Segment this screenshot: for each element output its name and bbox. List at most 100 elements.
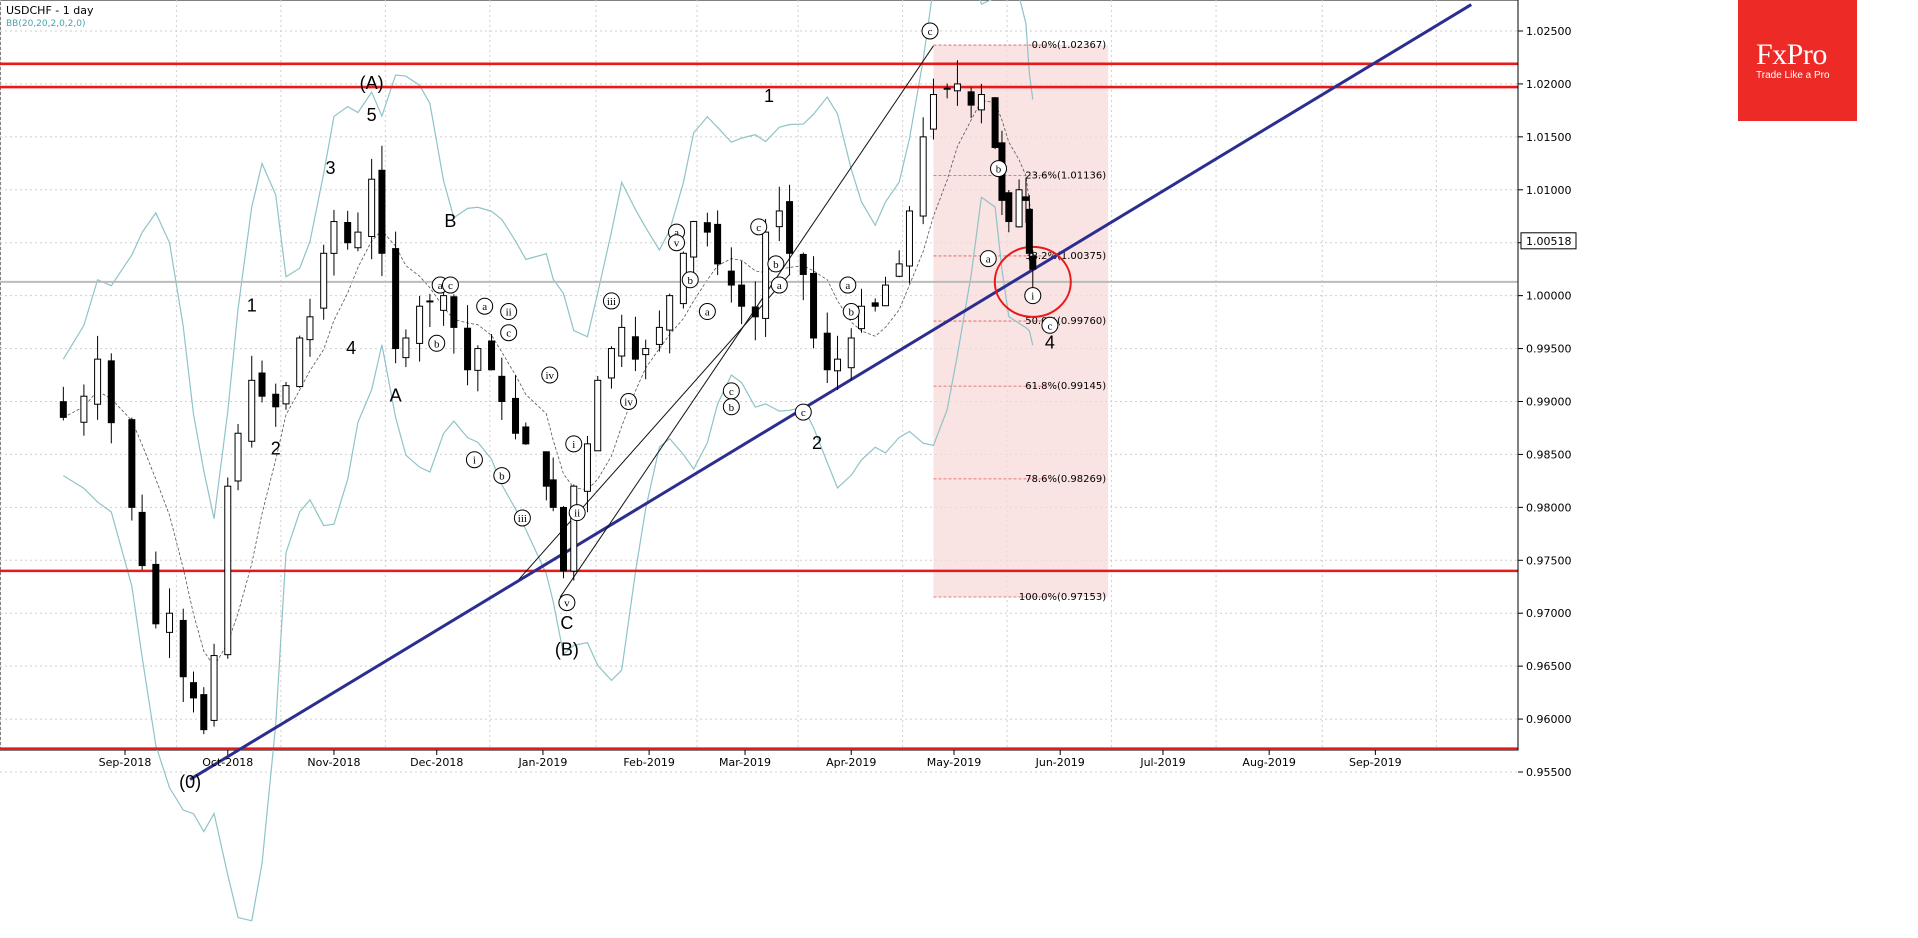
y-tick-label-13: 0.96000 (1526, 713, 1572, 726)
circled-label-11: ii (574, 508, 580, 520)
candle-body-44 (607, 348, 615, 379)
y-tick-label-12: 0.96500 (1526, 660, 1572, 673)
candle-body-46 (631, 336, 639, 360)
y-tick-label-11: 0.97000 (1526, 607, 1572, 620)
circled-label-ring-5 (493, 467, 511, 485)
fib-label-5: 78.6%(0.98269) (1025, 474, 1106, 485)
circled-label-14: iv (624, 397, 633, 409)
candle-body-34 (488, 340, 496, 371)
candle-body-29 (426, 300, 434, 303)
candle-body-39 (549, 479, 557, 508)
candle-body-68 (895, 263, 903, 277)
circled-label-ring-16 (668, 234, 686, 252)
candle-body-35 (498, 375, 506, 402)
fxpro-logo[interactable]: FxPro Trade Like a Pro (1738, 0, 1857, 121)
y-tick-label-0: 1.02500 (1526, 25, 1572, 38)
circled-label-4: i (473, 455, 476, 467)
circled-label-ring-26 (842, 303, 860, 321)
y-tick-label-7: 0.99000 (1526, 396, 1572, 409)
wave-labels: (0)12345(A)ABC(B)1234acbaibiiciiiiviiivi… (179, 22, 1059, 792)
fib-label-1: 23.6%(1.01136) (1025, 170, 1106, 181)
candle-body-40 (559, 506, 567, 572)
candle-body-38 (542, 451, 550, 487)
circled-label-24: c (801, 407, 806, 419)
x-tick-label-4: Jan-2019 (517, 756, 567, 769)
candle-body-10 (200, 694, 208, 731)
x-tick-label-7: Apr-2019 (826, 756, 876, 769)
candle-body-37 (522, 426, 530, 445)
y-tick-label-9: 0.98000 (1526, 501, 1572, 514)
wave-label-1: 1 (247, 296, 257, 316)
candle-body-9 (190, 682, 198, 699)
circled-label-28: b (996, 164, 1002, 176)
candle-body-82 (1029, 255, 1037, 270)
circled-label-6: ii (506, 307, 512, 319)
wave-label-7: A (390, 386, 402, 406)
y-tick-label-6: 0.99500 (1526, 343, 1572, 356)
candle-body-21 (330, 221, 338, 254)
fib-label-2: 38.2%(1.00375) (1025, 251, 1106, 262)
circled-label-ring-7 (500, 324, 518, 342)
x-tick-label-9: Jun-2019 (1035, 756, 1085, 769)
wave-label-0: (0) (179, 772, 201, 792)
candle-body-8 (179, 619, 187, 678)
candle-body-4 (128, 419, 136, 508)
candle-body-43 (594, 379, 602, 452)
circled-label-9: iv (545, 370, 554, 382)
wave-label-10: (B) (555, 640, 579, 660)
candle-body-36 (512, 397, 520, 434)
circled-label-0: a (438, 280, 443, 292)
circled-label-ring-25 (839, 276, 857, 294)
circled-label-ring-21 (750, 218, 768, 236)
axes: 1.025001.020001.015001.010001.005001.000… (99, 0, 1577, 779)
circled-label-ring-6 (500, 303, 518, 321)
candle-body-75 (977, 94, 985, 111)
candle-body-81 (1025, 208, 1033, 254)
y-tick-label-10: 0.97500 (1526, 554, 1572, 567)
candle-body-66 (871, 302, 879, 307)
circled-label-8: iii (518, 513, 527, 525)
candle-body-62 (823, 332, 831, 371)
plot-frame (0, 0, 1519, 751)
candle-body-61 (810, 272, 818, 339)
x-tick-label-11: Aug-2019 (1242, 756, 1295, 769)
candle-body-53 (714, 223, 722, 265)
circled-label-ring-12 (558, 594, 576, 612)
wave-label-14: 4 (1045, 333, 1055, 353)
candle-body-56 (751, 306, 759, 318)
wave-label-9: C (560, 613, 573, 633)
y-tick-label-2: 1.01500 (1526, 131, 1572, 144)
candle-body-76 (991, 97, 999, 148)
circled-label-12: v (564, 598, 570, 610)
circled-label-ring-24 (794, 403, 812, 421)
circled-label-19: c (729, 386, 734, 398)
circled-label-ring-28 (990, 160, 1008, 178)
candle-body-74 (967, 91, 975, 106)
candle-body-0 (59, 401, 67, 418)
x-tick-label-8: May-2019 (927, 756, 982, 769)
main-trendline (189, 3, 1473, 781)
candle-body-22 (344, 221, 352, 244)
candle-body-7 (166, 612, 174, 633)
circled-label-26: b (848, 307, 854, 319)
circled-label-23: a (777, 280, 782, 292)
candle-body-32 (464, 327, 472, 371)
circled-label-25: a (845, 280, 850, 292)
candle-body-2 (94, 358, 102, 405)
candle-body-58 (775, 210, 783, 228)
candle-body-1 (80, 395, 88, 423)
circled-label-ring-2 (428, 334, 446, 352)
circled-label-7: c (506, 328, 511, 340)
y-tick-label-5: 1.00000 (1526, 290, 1572, 303)
candle-body-17 (282, 385, 290, 405)
circled-label-ring-13 (602, 292, 620, 310)
fib-zone-layer: 0.0%(1.02367) 23.6%(1.01136) 38.2%(1.00375… (933, 40, 1109, 603)
circled-label-18: a (705, 307, 710, 319)
candle-body-20 (320, 252, 328, 309)
candle-body-64 (847, 337, 855, 369)
circled-label-17: b (687, 275, 693, 287)
circled-label-ring-18 (698, 303, 716, 321)
current-price-tag (1520, 232, 1577, 250)
candle-body-30 (440, 295, 448, 311)
x-tick-label-6: Mar-2019 (719, 756, 771, 769)
